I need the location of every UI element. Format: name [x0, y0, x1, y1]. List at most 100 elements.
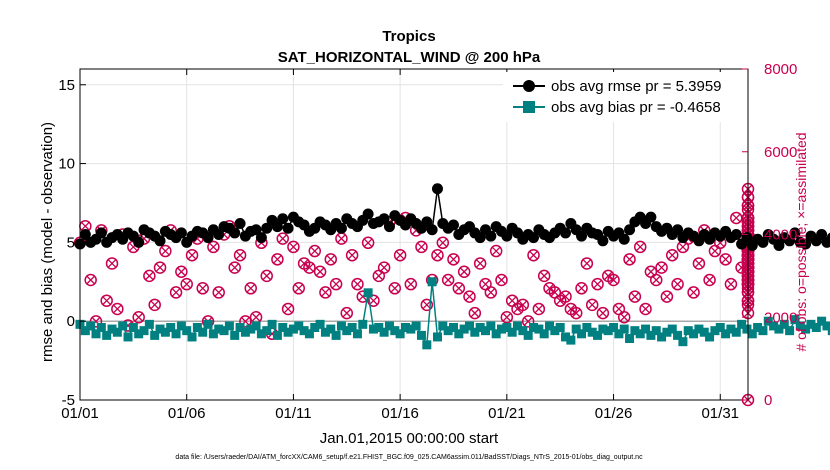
- obs-assimilated-point: [550, 288, 559, 297]
- bias-point: [689, 329, 699, 339]
- bias-point: [785, 326, 795, 336]
- bias-point: [160, 327, 170, 337]
- rmse-point: [618, 233, 630, 245]
- bias-point: [561, 332, 571, 342]
- bias-point: [673, 330, 683, 340]
- y2-axis-label: # of obs: o=possible; ×=assimilated: [793, 132, 809, 351]
- legend-rmse-marker: [523, 80, 535, 92]
- rmse-point: [426, 224, 438, 236]
- obs-assimilated-point: [689, 288, 698, 297]
- obs-assimilated-point: [636, 242, 645, 251]
- bias-point: [342, 326, 352, 336]
- rmse-point: [624, 224, 636, 236]
- bias-point: [827, 326, 830, 336]
- obs-assimilated-point: [108, 259, 116, 268]
- obs-possible-point: [377, 261, 391, 274]
- bias-point: [214, 324, 224, 334]
- obs-assimilated-point: [380, 263, 389, 272]
- bias-point: [758, 326, 768, 336]
- obs-assimilated-point: [673, 280, 682, 289]
- bias-point: [363, 288, 373, 298]
- obs-assimilated-point: [534, 305, 543, 313]
- obs-possible-point: [703, 273, 716, 287]
- bias-point: [278, 322, 288, 332]
- bias-point: [438, 321, 448, 331]
- obs-assimilated-point: [508, 296, 517, 305]
- bias-point: [368, 324, 378, 334]
- rmse-point: [378, 213, 390, 225]
- bias-point: [497, 324, 507, 334]
- y-tick-label: -5: [62, 392, 75, 409]
- obs-possible-point: [292, 282, 306, 295]
- bias-point: [801, 324, 811, 334]
- obs-possible-point: [340, 306, 354, 320]
- rmse-point: [277, 213, 289, 225]
- obs-assimilated-point: [273, 255, 282, 264]
- obs-possible-point: [345, 248, 359, 262]
- bias-point: [240, 327, 250, 337]
- rmse-point: [255, 232, 267, 244]
- obs-possible-point: [532, 302, 546, 316]
- obs-assimilated-point: [417, 242, 426, 251]
- rmse-point: [421, 216, 433, 228]
- bias-point: [454, 329, 464, 339]
- bias-point: [774, 324, 784, 334]
- obs-possible-point: [361, 236, 375, 250]
- obs-possible-point: [521, 315, 535, 328]
- bias-point: [80, 326, 90, 336]
- bias-point: [811, 322, 821, 332]
- bias-point: [571, 324, 581, 334]
- bias-point: [267, 319, 277, 329]
- y-tick-label: 10: [58, 156, 75, 173]
- obs-possible-point: [628, 290, 642, 303]
- bias-point: [731, 327, 741, 337]
- bias-point: [432, 332, 442, 342]
- bias-point: [657, 332, 667, 342]
- obs-possible-point: [308, 244, 322, 258]
- obs-possible-point: [143, 269, 156, 283]
- obs-possible-point: [148, 298, 161, 312]
- obs-assimilated-point: [726, 280, 735, 289]
- bias-point: [806, 319, 816, 329]
- bias-point: [134, 329, 144, 339]
- obs-possible-point: [276, 232, 289, 245]
- obs-assimilated-point: [593, 280, 602, 289]
- rmse-point: [79, 229, 91, 240]
- bias-point: [112, 327, 122, 337]
- rmse-point: [816, 229, 828, 240]
- bias-point: [443, 326, 453, 336]
- obs-possible-point: [271, 253, 284, 266]
- rmse-point: [271, 221, 283, 233]
- obs-possible-point: [404, 277, 418, 291]
- obs-assimilated-point: [438, 238, 447, 247]
- rmse-series: [74, 183, 830, 252]
- rmse-point: [229, 227, 241, 239]
- bias-point: [763, 316, 773, 326]
- rmse-point: [757, 236, 769, 248]
- rmse-point: [784, 235, 796, 247]
- obs-assimilated-point: [614, 305, 623, 313]
- obs-assimilated-point: [444, 276, 453, 284]
- bias-point: [416, 330, 426, 340]
- bias-point: [715, 322, 725, 332]
- bias-point: [593, 330, 603, 340]
- obs-possible-point: [196, 282, 209, 295]
- obs-assimilated-point: [460, 267, 469, 276]
- bias-point: [246, 324, 256, 334]
- x-tick-label: 01/31: [701, 405, 739, 422]
- obs-assimilated-point: [572, 309, 581, 318]
- bias-point: [219, 326, 229, 336]
- obs-assimilated-point: [454, 284, 463, 293]
- obs-possible-point: [228, 261, 241, 274]
- bias-point: [550, 326, 560, 336]
- bias-point: [566, 335, 576, 345]
- obs-assimilated-point: [710, 247, 719, 256]
- bias-point: [582, 322, 592, 332]
- obs-assimilated-point: [289, 242, 298, 251]
- obs-assimilated-point: [732, 213, 741, 222]
- bias-point: [352, 329, 362, 339]
- bias-point: [326, 324, 336, 334]
- bias-point: [795, 321, 805, 331]
- obs-assimilated-point: [262, 271, 271, 280]
- bias-point: [513, 321, 523, 331]
